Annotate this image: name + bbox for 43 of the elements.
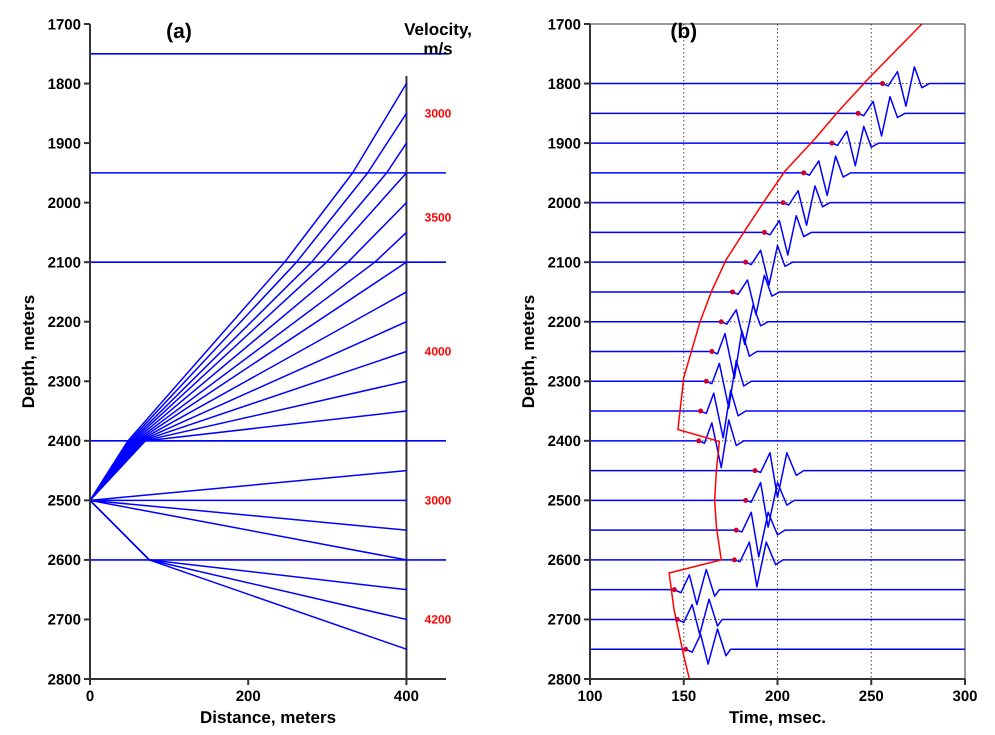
- annotation: 4200: [424, 612, 452, 627]
- y-tick-label: 2100: [48, 254, 81, 272]
- y-axis-title: Depth, meters: [19, 294, 38, 408]
- x-tick-label: 200: [764, 688, 790, 705]
- annotation: 3000: [424, 494, 452, 508]
- x-tick-label: 300: [952, 688, 978, 705]
- y-tick-label: 1700: [548, 16, 581, 34]
- chart-title: (b): [670, 20, 698, 43]
- x-tick-label: 250: [858, 688, 884, 705]
- y-tick-label: 2600: [48, 552, 81, 570]
- y-tick-label: 2100: [548, 254, 581, 272]
- y-tick-label: 2000: [48, 194, 81, 212]
- annotation: 4000: [424, 344, 452, 359]
- x-tick-label: 150: [671, 688, 696, 705]
- y-tick-label: 2800: [48, 671, 81, 688]
- y-tick-label: 2200: [48, 314, 81, 331]
- chart-title: (a): [166, 20, 192, 43]
- annotation: 3500: [424, 210, 452, 225]
- x-tick-label: 400: [394, 688, 419, 705]
- y-tick-label: 2800: [548, 671, 581, 688]
- y-tick-label: 2200: [548, 314, 581, 331]
- y-tick-label: 2600: [548, 552, 581, 570]
- y-tick-label: 2000: [548, 194, 581, 212]
- y-tick-label: 2300: [548, 374, 581, 391]
- y-tick-label: 2700: [48, 612, 81, 629]
- y-tick-label: 2700: [548, 612, 581, 629]
- y-tick-label: 1800: [48, 76, 81, 93]
- y-tick-label: 1900: [548, 135, 581, 152]
- y-tick-label: 2400: [548, 433, 581, 450]
- x-tick-label: 100: [577, 688, 603, 705]
- y-tick-label: 2400: [48, 433, 81, 450]
- y-tick-label: 2500: [548, 492, 581, 510]
- y-tick-label: 2300: [48, 374, 81, 391]
- y-tick-label: 1700: [48, 16, 81, 34]
- x-tick-label: 200: [236, 688, 261, 705]
- y-tick-label: 1900: [48, 135, 81, 152]
- y-tick-label: 1800: [548, 76, 581, 93]
- y-tick-label: 2500: [48, 492, 81, 510]
- x-tick-label: 0: [86, 688, 94, 705]
- annotation: 3000: [424, 106, 452, 121]
- y-axis-title: Depth, meters: [519, 294, 538, 408]
- x-axis-title: Time, msec.: [728, 708, 826, 727]
- x-axis-title: Distance, meters: [200, 708, 336, 727]
